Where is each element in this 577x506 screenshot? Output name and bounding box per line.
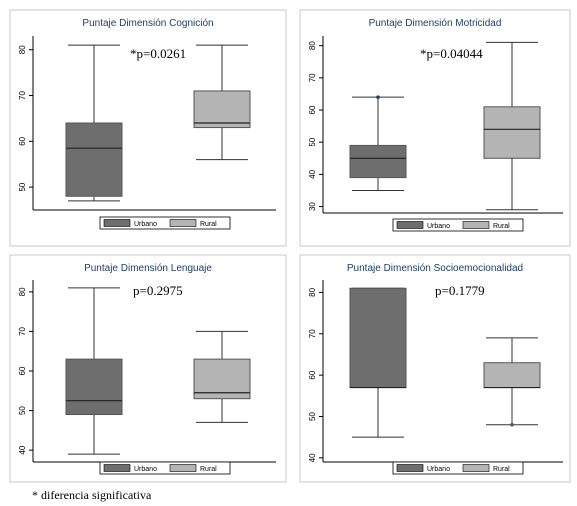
y-tick-label: 50 bbox=[18, 182, 27, 191]
legend-swatch-rural bbox=[462, 464, 490, 472]
y-tick-label: 80 bbox=[18, 287, 27, 296]
legend-box bbox=[99, 216, 231, 230]
legend-label-urbano: Urbano bbox=[427, 223, 450, 230]
legend-box bbox=[99, 461, 231, 475]
y-tick-label: 80 bbox=[308, 41, 317, 50]
legend-swatch-rural bbox=[462, 221, 490, 229]
y-tick-label: 40 bbox=[308, 169, 317, 178]
outlier-point bbox=[510, 422, 514, 427]
y-tick-label: 50 bbox=[308, 412, 317, 421]
legend-label-rural: Rural bbox=[200, 221, 217, 228]
chart-title: Puntaje Dimensión Lenguaje bbox=[84, 263, 212, 274]
box-rural bbox=[483, 362, 541, 389]
y-tick-label: 60 bbox=[308, 370, 317, 379]
y-tick-label: 80 bbox=[308, 287, 317, 296]
chart-title: Puntaje Dimensión Socioemocionalidad bbox=[347, 263, 523, 274]
y-tick-label: 70 bbox=[308, 73, 317, 82]
box-urbano bbox=[65, 358, 123, 416]
box-rural bbox=[483, 106, 541, 159]
legend-box bbox=[392, 461, 524, 475]
y-tick-label: 50 bbox=[308, 137, 317, 146]
y-tick-label: 60 bbox=[308, 105, 317, 114]
y-tick-label: 50 bbox=[18, 406, 27, 415]
y-tick-label: 60 bbox=[18, 366, 27, 375]
p-value-annotation: *p=0.0261 bbox=[130, 46, 186, 61]
y-tick-label: 80 bbox=[18, 45, 27, 54]
box-urbano bbox=[349, 144, 407, 179]
y-tick-label: 70 bbox=[18, 91, 27, 100]
box-urbano bbox=[349, 287, 407, 389]
box-rural bbox=[193, 90, 251, 129]
legend-swatch-urbano bbox=[396, 464, 424, 472]
y-tick-label: 40 bbox=[308, 453, 317, 462]
chart-title: Puntaje Dimensión Motricidad bbox=[369, 18, 502, 29]
outlier-point bbox=[376, 95, 380, 99]
chart-title: Puntaje Dimensión Cognición bbox=[82, 18, 213, 29]
legend-label-rural: Rural bbox=[200, 466, 217, 473]
y-tick-label: 70 bbox=[18, 326, 27, 335]
legend-swatch-urbano bbox=[103, 464, 131, 472]
y-tick-label: 40 bbox=[18, 445, 27, 454]
footnote: * diferencia significativa bbox=[32, 488, 152, 502]
p-value-annotation: p=0.1779 bbox=[435, 283, 485, 298]
box-rural bbox=[193, 358, 251, 400]
legend-label-urbano: Urbano bbox=[134, 221, 157, 228]
y-tick-label: 60 bbox=[18, 136, 27, 145]
legend-swatch-rural bbox=[169, 464, 197, 472]
y-tick-label: 30 bbox=[308, 202, 317, 211]
legend-swatch-urbano bbox=[396, 221, 424, 229]
p-value-annotation: *p=0.04044 bbox=[420, 46, 483, 61]
legend-label-urbano: Urbano bbox=[134, 466, 157, 473]
legend-label-rural: Rural bbox=[493, 223, 510, 230]
y-tick-label: 70 bbox=[308, 329, 317, 338]
p-value-annotation: p=0.2975 bbox=[133, 283, 183, 298]
legend-label-rural: Rural bbox=[493, 466, 510, 473]
legend-box bbox=[392, 218, 524, 232]
legend-swatch-urbano bbox=[103, 219, 131, 227]
legend-swatch-rural bbox=[169, 219, 197, 227]
box-urbano bbox=[65, 122, 123, 197]
legend-label-urbano: Urbano bbox=[427, 466, 450, 473]
